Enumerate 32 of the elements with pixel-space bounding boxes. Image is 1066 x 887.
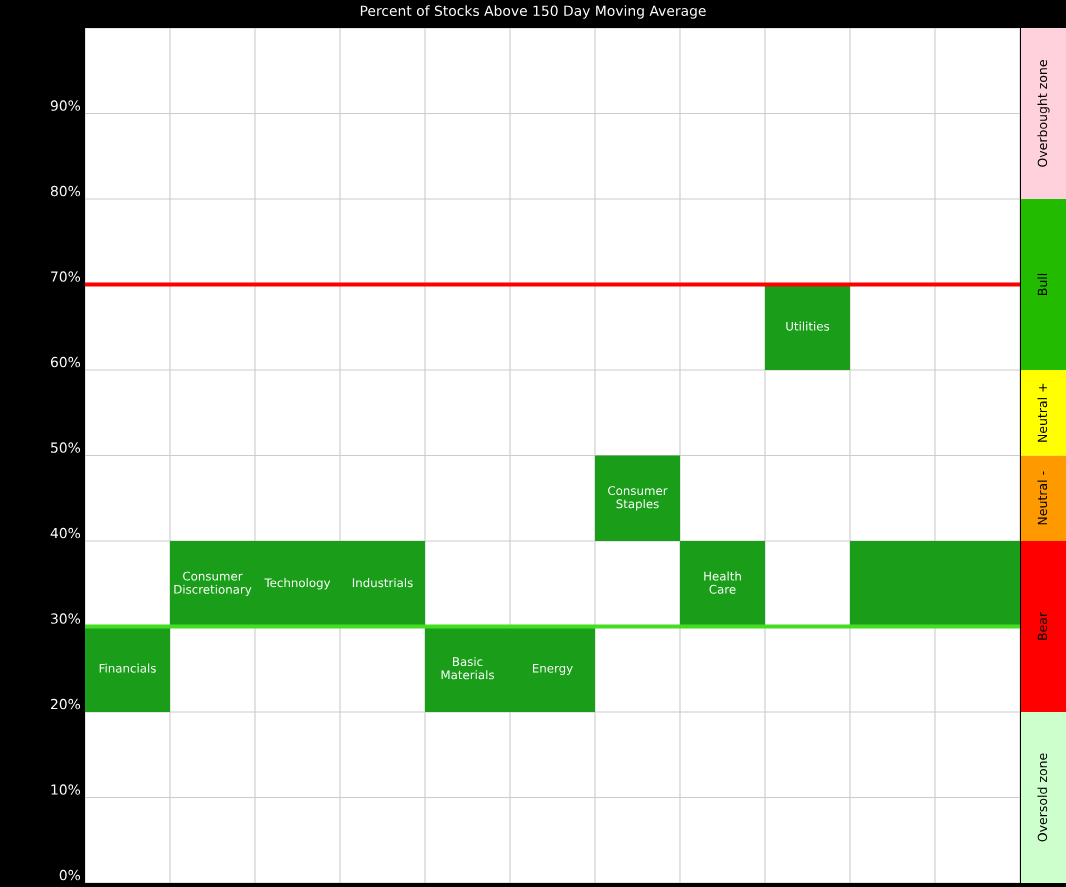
chart-title: Percent of Stocks Above 150 Day Moving Average — [360, 5, 706, 19]
category-label: Financials — [99, 663, 156, 673]
category-label: Industrials — [352, 578, 413, 588]
y-tick-label: 10% — [51, 784, 81, 795]
y-tick-label: 0% — [59, 869, 81, 881]
y-tick-label: 40% — [50, 527, 81, 539]
category-label: Consumer Discretionary — [174, 571, 252, 597]
y-tick-label: 30% — [51, 613, 81, 624]
series-label: Neutral + — [1037, 383, 1048, 442]
category-label: Energy — [532, 663, 573, 675]
series-label: Overbought zone — [1037, 60, 1050, 167]
bar — [1021, 455, 1066, 541]
series-label: Bull — [1037, 273, 1048, 295]
bar — [1021, 199, 1066, 370]
series-label: Neutral - — [1037, 471, 1048, 525]
category-label: Health Care — [704, 571, 741, 594]
bar — [1021, 541, 1066, 712]
category-label: Technology — [264, 578, 331, 590]
y-tick-label: 90% — [50, 100, 81, 111]
category-label: Utilities — [786, 321, 830, 331]
category-label: Basic Materials — [441, 656, 494, 680]
bar — [1021, 712, 1066, 883]
series-label: Bear — [1037, 611, 1048, 640]
y-tick-label: 20% — [50, 698, 81, 710]
category-label: Consumer Staples — [608, 486, 668, 511]
y-tick-label: 50% — [51, 442, 81, 453]
y-tick-label: 70% — [51, 271, 81, 282]
series-label: Oversold zone — [1037, 753, 1048, 842]
bar — [1021, 370, 1066, 456]
bar — [1021, 28, 1066, 199]
y-tick-label: 80% — [50, 185, 81, 197]
y-tick-label: 60% — [50, 356, 81, 368]
